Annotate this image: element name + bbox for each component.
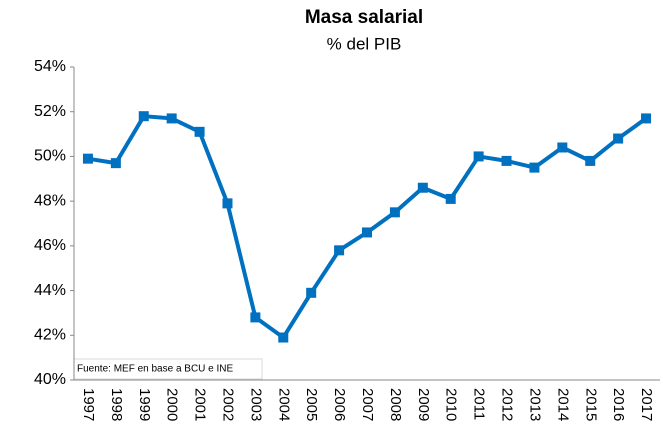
y-tick-label: 42%: [34, 327, 66, 344]
x-tick-label: 2000: [164, 388, 181, 421]
x-tick-label: 1999: [136, 388, 153, 421]
marker: [334, 245, 345, 256]
x-tick-label: 1998: [108, 388, 125, 421]
y-tick-label: 48%: [34, 192, 66, 209]
marker: [585, 155, 596, 166]
marker: [362, 227, 372, 238]
x-tick-label: 1997: [80, 388, 97, 421]
x-tick-label: 2010: [443, 388, 460, 421]
marker: [278, 332, 289, 343]
x-tick-label: 2002: [220, 388, 237, 421]
x-tick-label: 2005: [303, 388, 320, 421]
y-tick-label: 40%: [34, 371, 66, 388]
marker: [138, 111, 149, 122]
y-tick-label: 54%: [34, 58, 66, 75]
x-tick-label: 2003: [247, 388, 264, 421]
x-tick-label: 2006: [331, 388, 348, 421]
marker: [82, 153, 93, 164]
x-tick-label: 2008: [387, 388, 404, 421]
marker: [194, 126, 205, 137]
marker: [417, 182, 428, 193]
x-tick-label: 2007: [359, 388, 376, 421]
marker: [222, 198, 233, 209]
x-tick-label: 2001: [192, 388, 209, 421]
annotation: Fuente: MEF en base a BCU e INE: [77, 364, 234, 375]
y-tick-label: 52%: [34, 103, 66, 120]
y-tick-label: 46%: [34, 237, 66, 254]
marker: [166, 113, 177, 124]
x-tick-label: 2013: [526, 388, 543, 421]
chart-subtitle: % del PIB: [327, 34, 402, 53]
marker: [557, 142, 568, 153]
marker: [110, 158, 121, 169]
y-tick-label: 44%: [34, 282, 66, 299]
x-tick-label: 2011: [471, 388, 488, 420]
x-tick-label: 2014: [554, 388, 571, 421]
marker: [501, 155, 512, 166]
marker: [529, 162, 540, 173]
x-tick-label: 2012: [499, 388, 516, 421]
marker: [389, 207, 400, 218]
marker: [445, 193, 456, 204]
x-tick-label: 2017: [638, 388, 655, 421]
x-tick-label: 2009: [415, 388, 432, 421]
marker: [613, 133, 624, 144]
marker: [473, 151, 484, 162]
marker: [641, 113, 652, 124]
marker: [250, 312, 261, 323]
x-tick-label: 2016: [610, 388, 627, 421]
chart-title: Masa salarial: [305, 7, 423, 28]
y-tick-label: 50%: [34, 148, 66, 165]
marker: [306, 287, 317, 298]
x-tick-label: 2004: [275, 388, 292, 421]
x-tick-label: 2015: [582, 388, 599, 421]
